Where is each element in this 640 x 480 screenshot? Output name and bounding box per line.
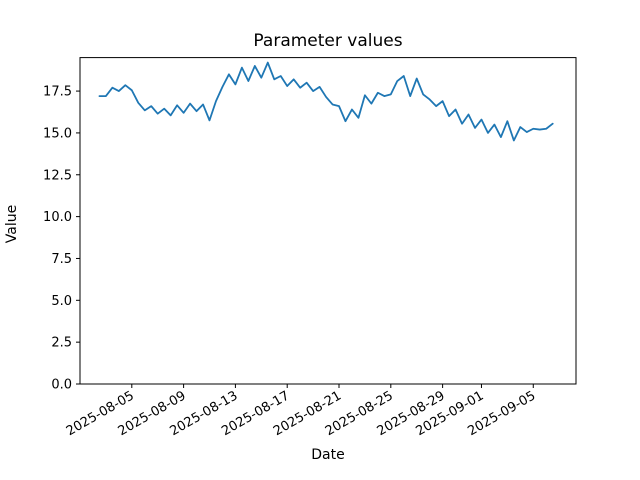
y-tick-label: 0.0 bbox=[51, 378, 72, 393]
y-axis-label: Value bbox=[4, 204, 20, 244]
y-tick-label: 7.5 bbox=[51, 252, 72, 267]
data-line-parameter bbox=[98, 61, 554, 142]
chart-title: Parameter values bbox=[253, 31, 403, 51]
y-tick-label: 5.0 bbox=[51, 294, 72, 309]
y-tick-label: 2.5 bbox=[51, 336, 72, 351]
y-tick-label: 17.5 bbox=[43, 85, 72, 100]
y-tick-label: 10.0 bbox=[43, 210, 72, 225]
axes-frame bbox=[79, 57, 577, 385]
y-tick-label: 12.5 bbox=[43, 168, 72, 183]
y-tick-label: 15.0 bbox=[43, 126, 72, 141]
x-axis-label: Date bbox=[311, 447, 345, 463]
